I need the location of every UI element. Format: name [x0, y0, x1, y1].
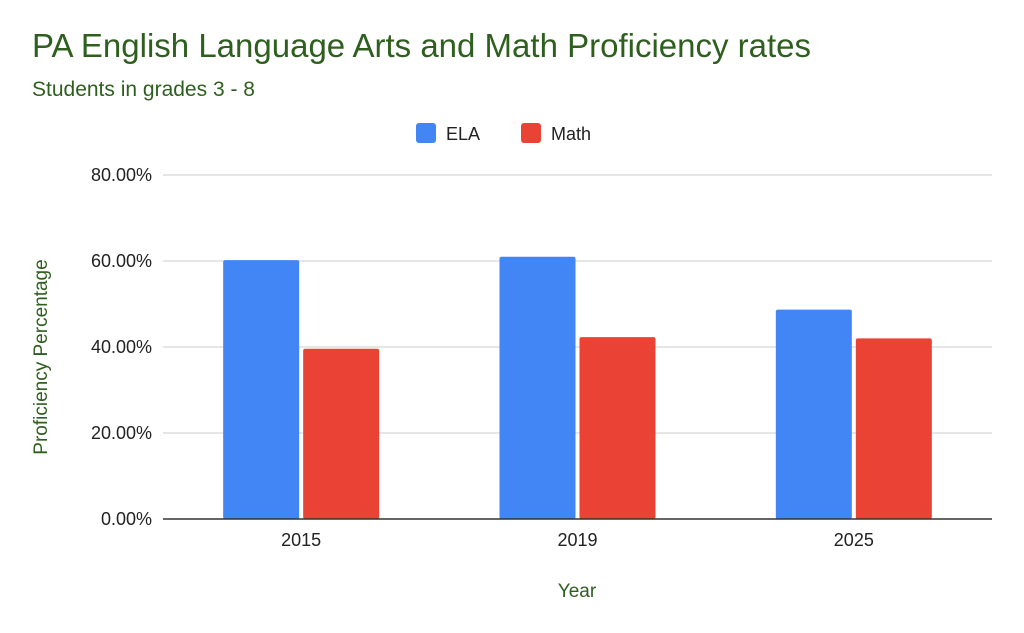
bar-math-2025	[855, 338, 932, 519]
gridlines	[163, 174, 992, 434]
y-axis-ticks: 0.00% 20.00% 40.00% 60.00% 80.00%	[91, 165, 152, 529]
bar-ela-2015	[223, 260, 300, 519]
y-axis-title: Proficiency Percentage	[31, 259, 52, 454]
y-tick-label: 20.00%	[91, 423, 152, 443]
x-tick-label: 2025	[834, 530, 874, 550]
y-tick-label: 60.00%	[91, 251, 152, 271]
chart-title: PA English Language Arts and Math Profic…	[32, 27, 812, 64]
legend: ELA Math	[416, 123, 591, 144]
x-axis-ticks: 2015 2019 2025	[281, 530, 874, 550]
y-tick-label: 0.00%	[101, 509, 152, 529]
legend-swatch-ela	[416, 123, 436, 143]
bar-ela-2025	[775, 309, 852, 519]
legend-label-math: Math	[551, 124, 591, 144]
x-axis-title: Year	[558, 581, 597, 602]
x-tick-label: 2019	[557, 530, 597, 550]
y-tick-label: 80.00%	[91, 165, 152, 185]
bar-math-2019	[579, 337, 656, 519]
bar-math-2015	[303, 348, 380, 519]
x-tick-label: 2015	[281, 530, 321, 550]
chart-subtitle: Students in grades 3 - 8	[32, 78, 255, 101]
legend-label-ela: ELA	[446, 124, 480, 144]
legend-swatch-math	[521, 123, 541, 143]
y-tick-label: 40.00%	[91, 337, 152, 357]
bar-ela-2019	[499, 256, 576, 519]
bars	[223, 256, 932, 519]
